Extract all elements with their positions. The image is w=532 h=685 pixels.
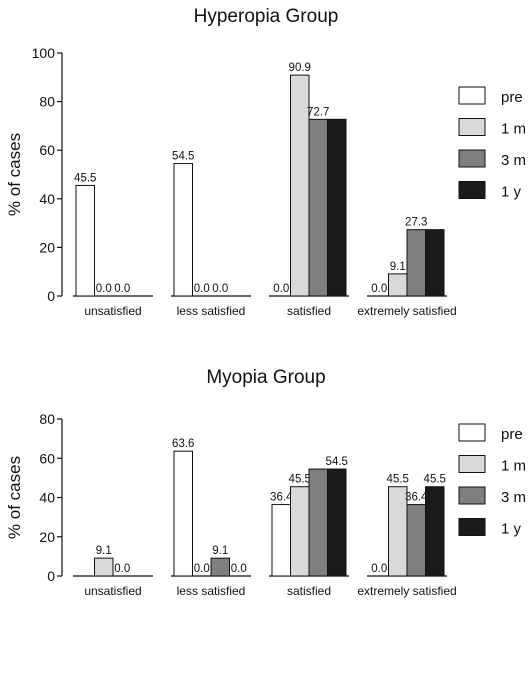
data-label: 0.0 (96, 283, 112, 295)
bar (308, 118, 328, 297)
bar (406, 504, 426, 577)
y-tick-label: 40 (39, 490, 55, 506)
bar (425, 486, 445, 577)
data-label: 54.5 (172, 151, 194, 163)
legend-label: 1 y (501, 184, 522, 201)
chart-title: Myopia Group (206, 367, 325, 388)
chart-panel-0: Hyperopia Group % of cases 0 20 40 60 80 100 uns… (5, 6, 526, 318)
data-label: 9.1 (96, 545, 112, 557)
legend-swatch (458, 149, 486, 168)
bar (327, 118, 347, 297)
y-tick-label: 20 (39, 529, 55, 545)
y-tick-label: 80 (39, 411, 55, 427)
y-tick-label: 60 (39, 450, 55, 466)
y-tick-label: 60 (39, 142, 55, 158)
bar (327, 468, 347, 577)
data-label: 0.0 (194, 283, 210, 295)
bar (75, 184, 95, 297)
y-axis-label: % of cases (5, 456, 24, 539)
x-category-label: satisfied (287, 584, 331, 598)
legend-swatch (458, 486, 486, 505)
legend-swatch (458, 423, 486, 442)
x-category-label: extremely satisfied (357, 304, 456, 318)
bar (210, 557, 230, 577)
data-label: 90.9 (289, 62, 311, 74)
x-category-label: satisfied (287, 304, 331, 318)
data-label: 36.4 (270, 492, 293, 504)
data-label: 0.0 (371, 563, 387, 575)
data-label: 0.0 (114, 283, 130, 295)
data-label: 45.5 (387, 474, 409, 486)
bar (173, 450, 193, 577)
legend-swatch (458, 118, 486, 136)
chart-title: Hyperopia Group (194, 6, 339, 27)
data-label: 0.0 (231, 563, 247, 575)
x-category-label: unsatisfied (84, 584, 141, 598)
data-label: 9.1 (212, 545, 228, 557)
x-category-label: unsatisfied (84, 304, 141, 318)
legend-label: 1 m (501, 458, 526, 475)
x-category-label: less satisfied (177, 304, 246, 318)
data-label: 45.5 (289, 474, 311, 486)
data-label: 0.0 (273, 283, 289, 295)
legend-label: pre (501, 426, 523, 443)
bar (308, 468, 328, 577)
x-category-label: extremely satisfied (357, 584, 456, 598)
bar (271, 504, 291, 577)
legend-swatch (458, 518, 486, 536)
legend-label: 3 m (501, 152, 526, 169)
y-tick-label: 0 (47, 568, 55, 584)
y-tick-label: 0 (47, 288, 55, 304)
legend-swatch (458, 181, 486, 199)
data-label: 45.5 (74, 172, 96, 184)
chart-panel-1: Myopia Group % of cases 0 20 40 60 80 unsatisfi… (5, 367, 526, 598)
bar (406, 229, 426, 297)
y-tick-label: 40 (39, 191, 55, 207)
bar (425, 229, 445, 297)
data-label: 0.0 (114, 563, 130, 575)
y-axis-label: % of cases (5, 133, 24, 216)
data-label: 54.5 (326, 456, 348, 468)
bar (388, 273, 408, 297)
y-tick-label: 80 (39, 94, 55, 110)
bar (290, 486, 310, 577)
data-label: 45.5 (424, 474, 446, 486)
x-category-label: less satisfied (177, 584, 246, 598)
data-label: 0.0 (194, 563, 210, 575)
data-label: 72.7 (307, 106, 329, 118)
data-label: 27.3 (405, 217, 427, 229)
y-tick-label: 100 (32, 45, 56, 61)
y-tick-label: 20 (39, 239, 55, 255)
data-label: 36.4 (405, 492, 428, 504)
data-label: 9.1 (390, 261, 406, 273)
legend-swatch (458, 86, 486, 105)
legend-label: 1 m (501, 121, 526, 138)
bar (173, 163, 193, 297)
data-label: 0.0 (212, 283, 228, 295)
data-label: 63.6 (172, 438, 194, 450)
legend-label: 1 y (501, 521, 522, 538)
legend-label: pre (501, 89, 523, 106)
legend-label: 3 m (501, 489, 526, 506)
legend-swatch (458, 455, 486, 473)
bar (94, 557, 114, 577)
data-label: 0.0 (371, 283, 387, 295)
